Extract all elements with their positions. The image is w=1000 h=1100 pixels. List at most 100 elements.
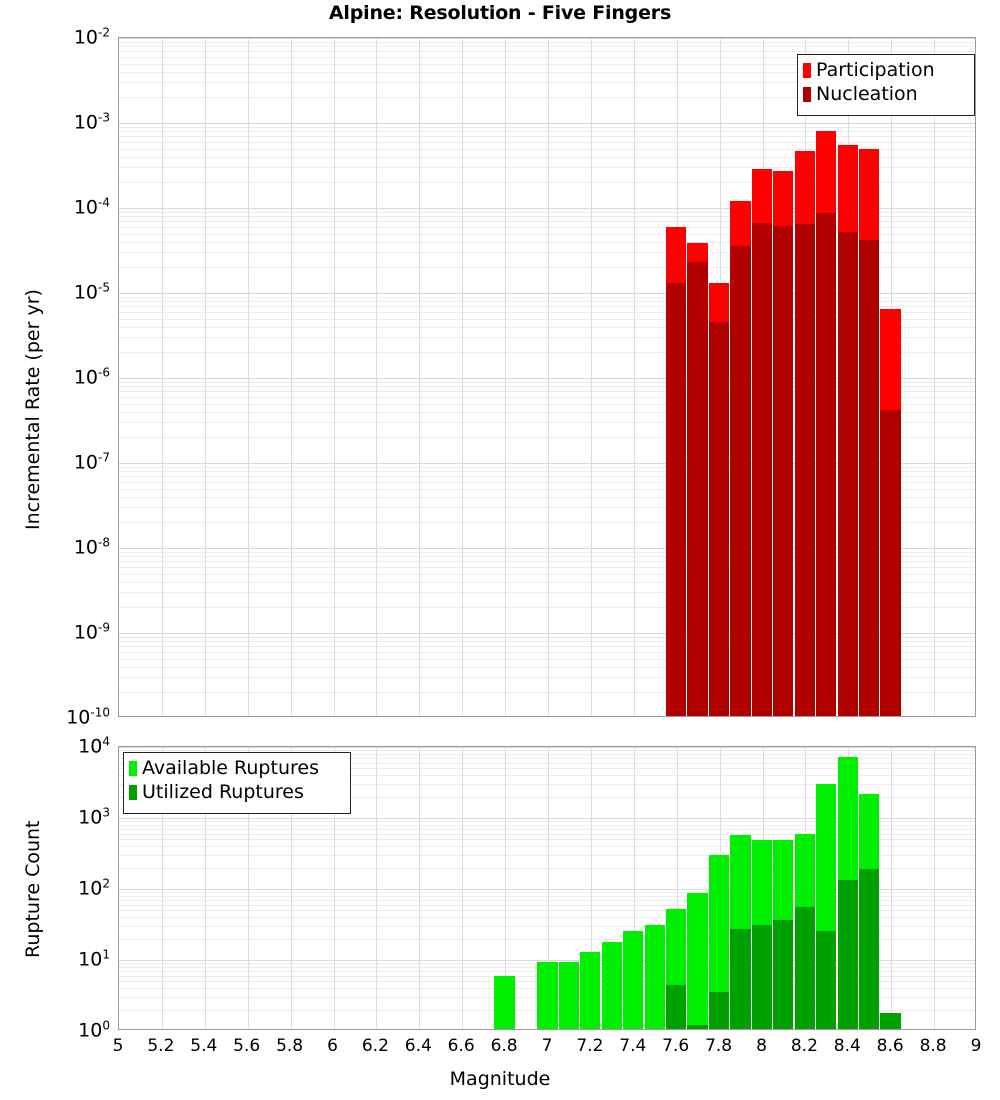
gridline-vertical: [934, 38, 935, 716]
x-tick-label: 8.4: [833, 1036, 861, 1056]
gridline-horizontal: [119, 476, 975, 477]
x-tick-label: 7: [541, 1036, 553, 1056]
gridline-horizontal: [119, 131, 975, 132]
gridline-vertical: [591, 747, 592, 1029]
gridline-horizontal: [119, 471, 975, 472]
gridline-horizontal: [119, 227, 975, 228]
gridline-horizontal: [119, 46, 975, 47]
y-tick-label: 10-7: [73, 450, 110, 474]
bar-available-ruptures: [494, 975, 515, 1029]
gridline-horizontal: [119, 97, 975, 98]
gridline-horizontal: [119, 768, 975, 769]
legend-swatch-participation-icon: [803, 62, 811, 78]
gridline-vertical: [376, 747, 377, 1029]
legend-label: Utilized Ruptures: [142, 780, 304, 803]
gridline-horizontal: [119, 797, 975, 798]
x-tick-label: 8.6: [876, 1036, 904, 1056]
gridline-horizontal: [119, 652, 975, 653]
legend-label: Available Ruptures: [142, 756, 319, 779]
gridline-horizontal: [119, 51, 975, 52]
bar-utilized-ruptures: [816, 930, 837, 1029]
page-title: Alpine: Resolution - Five Fingers: [328, 2, 672, 24]
legend-item-available: Available Ruptures: [129, 756, 344, 780]
gridline-horizontal: [119, 692, 975, 693]
gridline-vertical: [205, 747, 206, 1029]
gridline-horizontal: [119, 216, 975, 217]
legend-label: Participation: [816, 58, 935, 81]
gridline-vertical: [462, 38, 463, 716]
x-tick-label: 5.4: [190, 1036, 218, 1056]
gridline-vertical: [248, 38, 249, 716]
gridline-vertical: [162, 38, 163, 716]
bar-available-ruptures: [537, 961, 558, 1029]
gridline-horizontal: [119, 489, 975, 490]
gridline-horizontal: [119, 422, 975, 423]
gridline-horizontal: [119, 507, 975, 508]
gridline-horizontal: [119, 637, 975, 638]
gridline-horizontal: [119, 378, 975, 379]
gridline-horizontal: [119, 234, 975, 235]
incremental-rate-plot: [118, 37, 976, 717]
gridline-horizontal: [119, 556, 975, 557]
gridline-horizontal: [119, 327, 975, 328]
bar-available-ruptures: [687, 892, 708, 1029]
gridline-horizontal: [119, 412, 975, 413]
gridline-horizontal: [119, 834, 975, 835]
bar-nucleation: [880, 410, 901, 716]
x-tick-label: 8.2: [790, 1036, 818, 1056]
gridline-horizontal: [119, 437, 975, 438]
x-tick-label: 6.6: [447, 1036, 475, 1056]
gridline-horizontal: [119, 293, 975, 294]
gridline-vertical: [334, 747, 335, 1029]
bar-utilized-ruptures: [708, 992, 730, 1029]
x-tick-label: 5.8: [276, 1036, 304, 1056]
y-tick-label: 101: [78, 947, 110, 971]
gridline-vertical: [162, 747, 163, 1029]
x-tick-label: 6.2: [361, 1036, 389, 1056]
bar-nucleation: [816, 212, 837, 716]
gridline-horizontal: [119, 312, 975, 313]
y-tick-label: 10-3: [73, 110, 110, 134]
legend-item-utilized: Utilized Ruptures: [129, 780, 344, 804]
bar-utilized-ruptures: [837, 879, 858, 1029]
gridline-horizontal: [119, 855, 975, 856]
gridline-horizontal: [119, 825, 975, 826]
gridline-horizontal: [119, 306, 975, 307]
gridline-horizontal: [119, 641, 975, 642]
bar-nucleation: [665, 283, 687, 716]
gridline-horizontal: [119, 561, 975, 562]
gridline-vertical: [505, 747, 506, 1029]
top-y-axis-label: Incremental Rate (per yr): [22, 289, 44, 530]
gridline-horizontal: [119, 846, 975, 847]
x-tick-label: 8: [756, 1036, 767, 1056]
legend-swatch-utilized-icon: [129, 784, 137, 800]
gridline-horizontal: [119, 818, 975, 819]
gridline-horizontal: [119, 382, 975, 383]
gridline-horizontal: [119, 82, 975, 83]
gridline-horizontal: [119, 319, 975, 320]
gridline-horizontal: [119, 72, 975, 73]
gridline-horizontal: [119, 208, 975, 209]
gridline-horizontal: [119, 522, 975, 523]
gridline-horizontal: [119, 821, 975, 822]
y-tick-label: 10-8: [73, 535, 110, 559]
bar-utilized-ruptures: [665, 984, 687, 1029]
gridline-horizontal: [119, 677, 975, 678]
gridline-vertical: [505, 38, 506, 716]
bar-nucleation: [837, 232, 858, 716]
gridline-vertical: [205, 38, 206, 716]
y-tick-label: 100: [78, 1018, 110, 1042]
legend-swatch-available-icon: [129, 760, 137, 776]
gridline-vertical: [419, 38, 420, 716]
gridline-horizontal: [119, 482, 975, 483]
gridline-horizontal: [119, 747, 975, 748]
gridline-horizontal: [119, 905, 975, 906]
gridline-horizontal: [119, 552, 975, 553]
x-tick-label: 8.8: [919, 1036, 947, 1056]
gridline-horizontal: [119, 889, 975, 890]
x-tick-label: 7.8: [705, 1036, 733, 1056]
bar-utilized-ruptures: [773, 919, 794, 1029]
bar-available-ruptures: [708, 855, 730, 1029]
gridline-horizontal: [119, 784, 975, 785]
gridline-horizontal: [119, 64, 975, 65]
